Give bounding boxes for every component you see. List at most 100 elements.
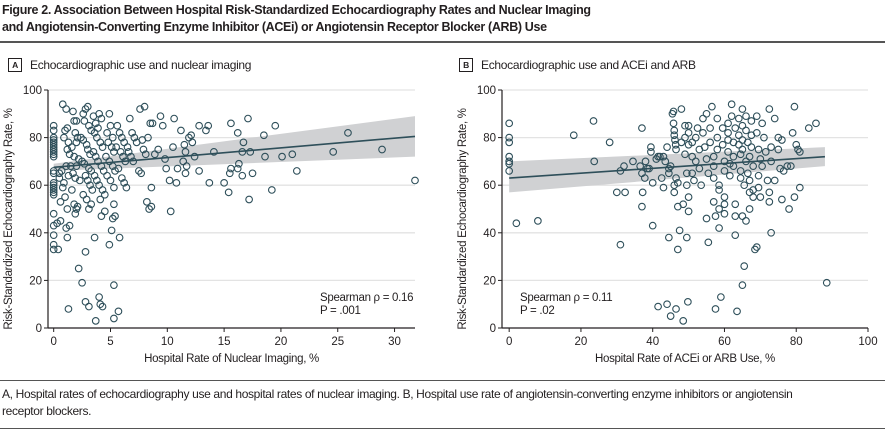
data-point [718, 124, 727, 132]
data-point [822, 278, 831, 287]
data-point [195, 121, 203, 130]
data-point [140, 102, 149, 111]
data-point [648, 221, 657, 230]
data-point [97, 114, 106, 123]
data-point [724, 128, 732, 137]
data-point [647, 148, 655, 156]
data-point [740, 262, 749, 270]
data-point [763, 176, 772, 185]
data-point [688, 138, 697, 147]
data-point [669, 107, 678, 116]
data-point [63, 205, 72, 213]
data-point [110, 281, 118, 290]
data-point [63, 145, 72, 154]
data-point [108, 214, 117, 223]
data-point [688, 152, 697, 161]
data-point [122, 183, 131, 192]
data-point [720, 209, 729, 218]
data-point [693, 124, 702, 132]
data-point [81, 105, 90, 113]
panel-b-heading: Echocardiographic use and ACEi and ARB [481, 58, 696, 72]
data-point [65, 150, 74, 159]
data-point [704, 238, 713, 247]
data-point [90, 233, 99, 242]
y-tick-label: 100 [477, 85, 496, 97]
data-point [648, 178, 657, 187]
data-point [106, 176, 115, 185]
data-point [112, 143, 121, 151]
data-point [110, 314, 118, 323]
data-point [672, 174, 680, 182]
data-point [706, 138, 714, 147]
y-tick-label: 100 [23, 85, 42, 97]
data-point [110, 200, 118, 209]
data-point [233, 164, 242, 173]
data-point [589, 117, 598, 125]
data-point [161, 155, 169, 163]
data-point [74, 264, 83, 273]
data-point [267, 186, 276, 194]
x-axis-label: Hospital Rate of Nuclear Imaging, % [144, 353, 319, 365]
y-tick-label: 60 [29, 180, 42, 192]
data-point [638, 188, 647, 197]
data-point [180, 140, 189, 149]
data-point [91, 152, 100, 161]
data-point [165, 176, 174, 185]
data-point [715, 181, 723, 190]
data-point [690, 176, 698, 185]
data-point [107, 143, 116, 151]
data-point [90, 171, 99, 180]
data-point [673, 245, 682, 254]
data-point [681, 133, 689, 142]
data-point [752, 128, 761, 137]
data-point [173, 164, 182, 173]
data-point [702, 155, 711, 163]
data-point [765, 105, 774, 113]
data-point [288, 150, 297, 159]
data-point [139, 145, 148, 154]
data-point [49, 190, 58, 199]
caption-bottom-divider [0, 428, 885, 429]
data-point [638, 202, 646, 211]
data-point [711, 305, 720, 313]
data-point [85, 164, 93, 173]
x-tick-label: 25 [331, 336, 344, 348]
data-point [715, 224, 723, 232]
x-tick-label: 30 [388, 336, 401, 348]
panel-a-heading: Echocardiographic use and nuclear imagin… [30, 58, 252, 72]
data-point [91, 119, 100, 128]
data-point [136, 105, 144, 113]
data-point [49, 169, 58, 178]
data-point [166, 207, 175, 216]
data-point [78, 278, 86, 287]
data-point [743, 169, 752, 178]
data-point [733, 307, 741, 316]
data-point [709, 198, 718, 206]
data-point [116, 148, 125, 156]
data-point [505, 167, 514, 175]
data-point [792, 140, 801, 149]
data-point [742, 126, 750, 135]
data-point [715, 186, 723, 194]
data-point [718, 140, 727, 149]
data-point [682, 181, 691, 190]
y-tick-label: 20 [29, 275, 42, 287]
data-point [711, 212, 720, 220]
figure-title-line1: Figure 2. Association Between Hospital R… [2, 3, 591, 17]
data-point [790, 193, 799, 201]
data-point [697, 181, 705, 190]
data-point [72, 117, 81, 125]
data-point [49, 188, 58, 197]
data-point [731, 200, 740, 209]
data-point [752, 112, 761, 121]
data-point [681, 121, 689, 130]
y-axis-label: Risk-Standardized Echocardiography Rate,… [3, 108, 15, 329]
data-point [65, 221, 74, 230]
data-point [75, 176, 84, 185]
data-point [505, 138, 514, 147]
data-point [100, 190, 109, 199]
data-point [670, 126, 679, 135]
data-point [675, 226, 684, 235]
data-point [677, 138, 686, 147]
data-point [49, 152, 58, 161]
